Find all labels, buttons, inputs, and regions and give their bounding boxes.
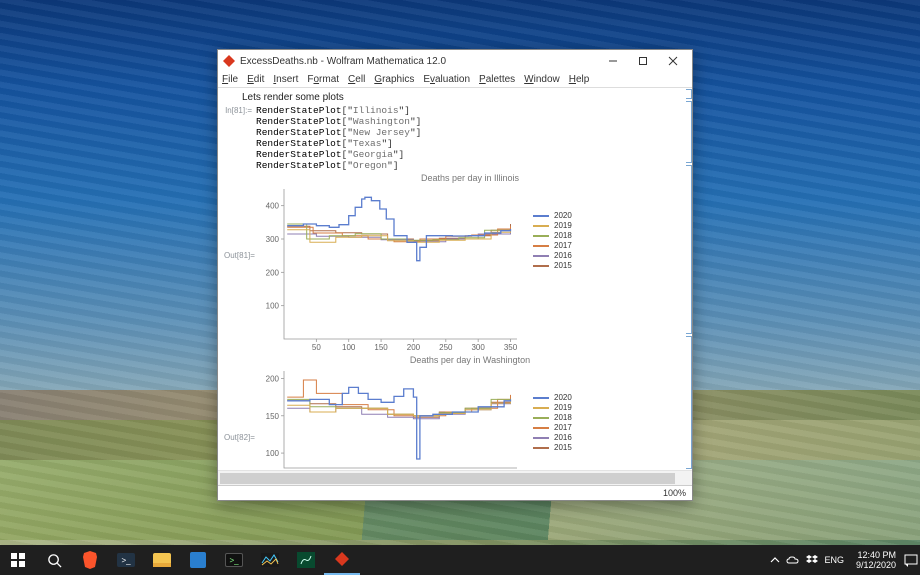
mathematica-window: ExcessDeaths.nb - Wolfram Mathematica 12… — [217, 49, 693, 501]
taskbar-app-vm[interactable] — [180, 545, 216, 575]
plot-illinois: Deaths per day in Illinois 100 200 300 400 5… — [256, 173, 684, 353]
tray-cloud-icon[interactable] — [786, 555, 800, 565]
svg-text:100: 100 — [266, 302, 280, 311]
output-cell-2: Out[82]= Deaths per day in Washington 10… — [224, 355, 684, 470]
output-cell-1: Out[81]= Deaths per day in Illinois 100 2… — [224, 173, 684, 353]
svg-text:250: 250 — [439, 343, 453, 352]
svg-text:200: 200 — [407, 343, 421, 352]
svg-text:350: 350 — [504, 343, 518, 352]
svg-text:300: 300 — [266, 235, 280, 244]
tray-chevron-icon[interactable] — [770, 555, 780, 565]
plot-washington: Deaths per day in Washington 100 150 200 2… — [256, 355, 684, 470]
app-icon — [222, 54, 236, 68]
menu-graphics[interactable]: Graphics — [374, 74, 414, 85]
out1-label: Out[81]= — [224, 251, 256, 353]
zoom-level[interactable]: 100% — [663, 488, 686, 498]
maximize-button[interactable] — [628, 50, 658, 72]
close-button[interactable] — [658, 50, 688, 72]
svg-text:150: 150 — [374, 343, 388, 352]
start-button[interactable] — [0, 545, 36, 575]
menu-evaluation[interactable]: Evaluation — [423, 74, 470, 85]
taskbar-app-monitor[interactable] — [252, 545, 288, 575]
titlebar[interactable]: ExcessDeaths.nb - Wolfram Mathematica 12… — [218, 50, 692, 72]
window-buttons — [598, 50, 688, 72]
chart-legend: 202020192018201720162015 — [533, 211, 572, 271]
menu-palettes[interactable]: Palettes — [479, 74, 515, 85]
svg-text:100: 100 — [266, 449, 280, 458]
menu-file[interactable]: File — [222, 74, 238, 85]
menu-window[interactable]: Window — [524, 74, 560, 85]
cell-brackets[interactable] — [686, 88, 692, 470]
taskbar-app-term2[interactable]: >_ — [216, 545, 252, 575]
menu-edit[interactable]: Edit — [247, 74, 264, 85]
menubar: File Edit Insert Format Cell Graphics Ev… — [218, 72, 692, 88]
chart1-svg: 100 200 300 400 50 100 150 200 250 300 350 — [256, 185, 521, 353]
svg-text:200: 200 — [266, 268, 280, 277]
taskbar-app-running[interactable] — [288, 545, 324, 575]
svg-text:300: 300 — [471, 343, 485, 352]
out2-label: Out[82]= — [224, 433, 256, 470]
notifications-button[interactable] — [902, 545, 920, 575]
chart2-title: Deaths per day in Washington — [256, 355, 684, 365]
tray-dropbox-icon[interactable] — [806, 554, 818, 566]
chart-legend: 202020192018201720162015 — [533, 393, 572, 453]
section-heading: Lets render some plots — [242, 92, 684, 103]
svg-text:400: 400 — [266, 202, 280, 211]
clock-date: 9/12/2020 — [856, 560, 896, 570]
scrollbar-thumb[interactable] — [220, 473, 675, 484]
taskbar-clock[interactable]: 12:40 PM 9/12/2020 — [850, 550, 902, 570]
taskbar-app-mathematica[interactable] — [324, 545, 360, 575]
code-body[interactable]: RenderStatePlot["Illinois"]RenderStatePl… — [256, 105, 421, 171]
taskbar-app-brave[interactable] — [72, 545, 108, 575]
menu-insert[interactable]: Insert — [273, 74, 298, 85]
window-title: ExcessDeaths.nb - Wolfram Mathematica 12… — [240, 56, 598, 67]
minimize-button[interactable] — [598, 50, 628, 72]
svg-text:50: 50 — [312, 343, 321, 352]
menu-help[interactable]: Help — [569, 74, 590, 85]
taskbar-app-terminal[interactable]: >_ — [108, 545, 144, 575]
statusbar: 100% — [218, 485, 692, 500]
taskbar-app-files[interactable] — [144, 545, 180, 575]
tray-lang[interactable]: ENG — [824, 555, 844, 565]
input-cell: In[81]:= RenderStatePlot["Illinois"]Rend… — [224, 105, 684, 171]
svg-text:200: 200 — [266, 374, 280, 383]
horizontal-scrollbar[interactable] — [218, 470, 692, 485]
notebook-area[interactable]: Lets render some plots In[81]:= RenderSt… — [218, 88, 692, 470]
chart2-svg: 100 150 200 — [256, 367, 521, 470]
clock-time: 12:40 PM — [856, 550, 896, 560]
chart1-title: Deaths per day in Illinois — [256, 173, 684, 183]
taskbar: >_ >_ ENG — [0, 545, 920, 575]
system-tray: ENG — [764, 554, 850, 566]
search-icon[interactable] — [36, 545, 72, 575]
menu-format[interactable]: Format — [307, 74, 339, 85]
in-label: In[81]:= — [224, 105, 256, 171]
menu-cell[interactable]: Cell — [348, 74, 365, 85]
svg-text:150: 150 — [266, 412, 280, 421]
desktop: ExcessDeaths.nb - Wolfram Mathematica 12… — [0, 0, 920, 575]
svg-text:100: 100 — [342, 343, 356, 352]
